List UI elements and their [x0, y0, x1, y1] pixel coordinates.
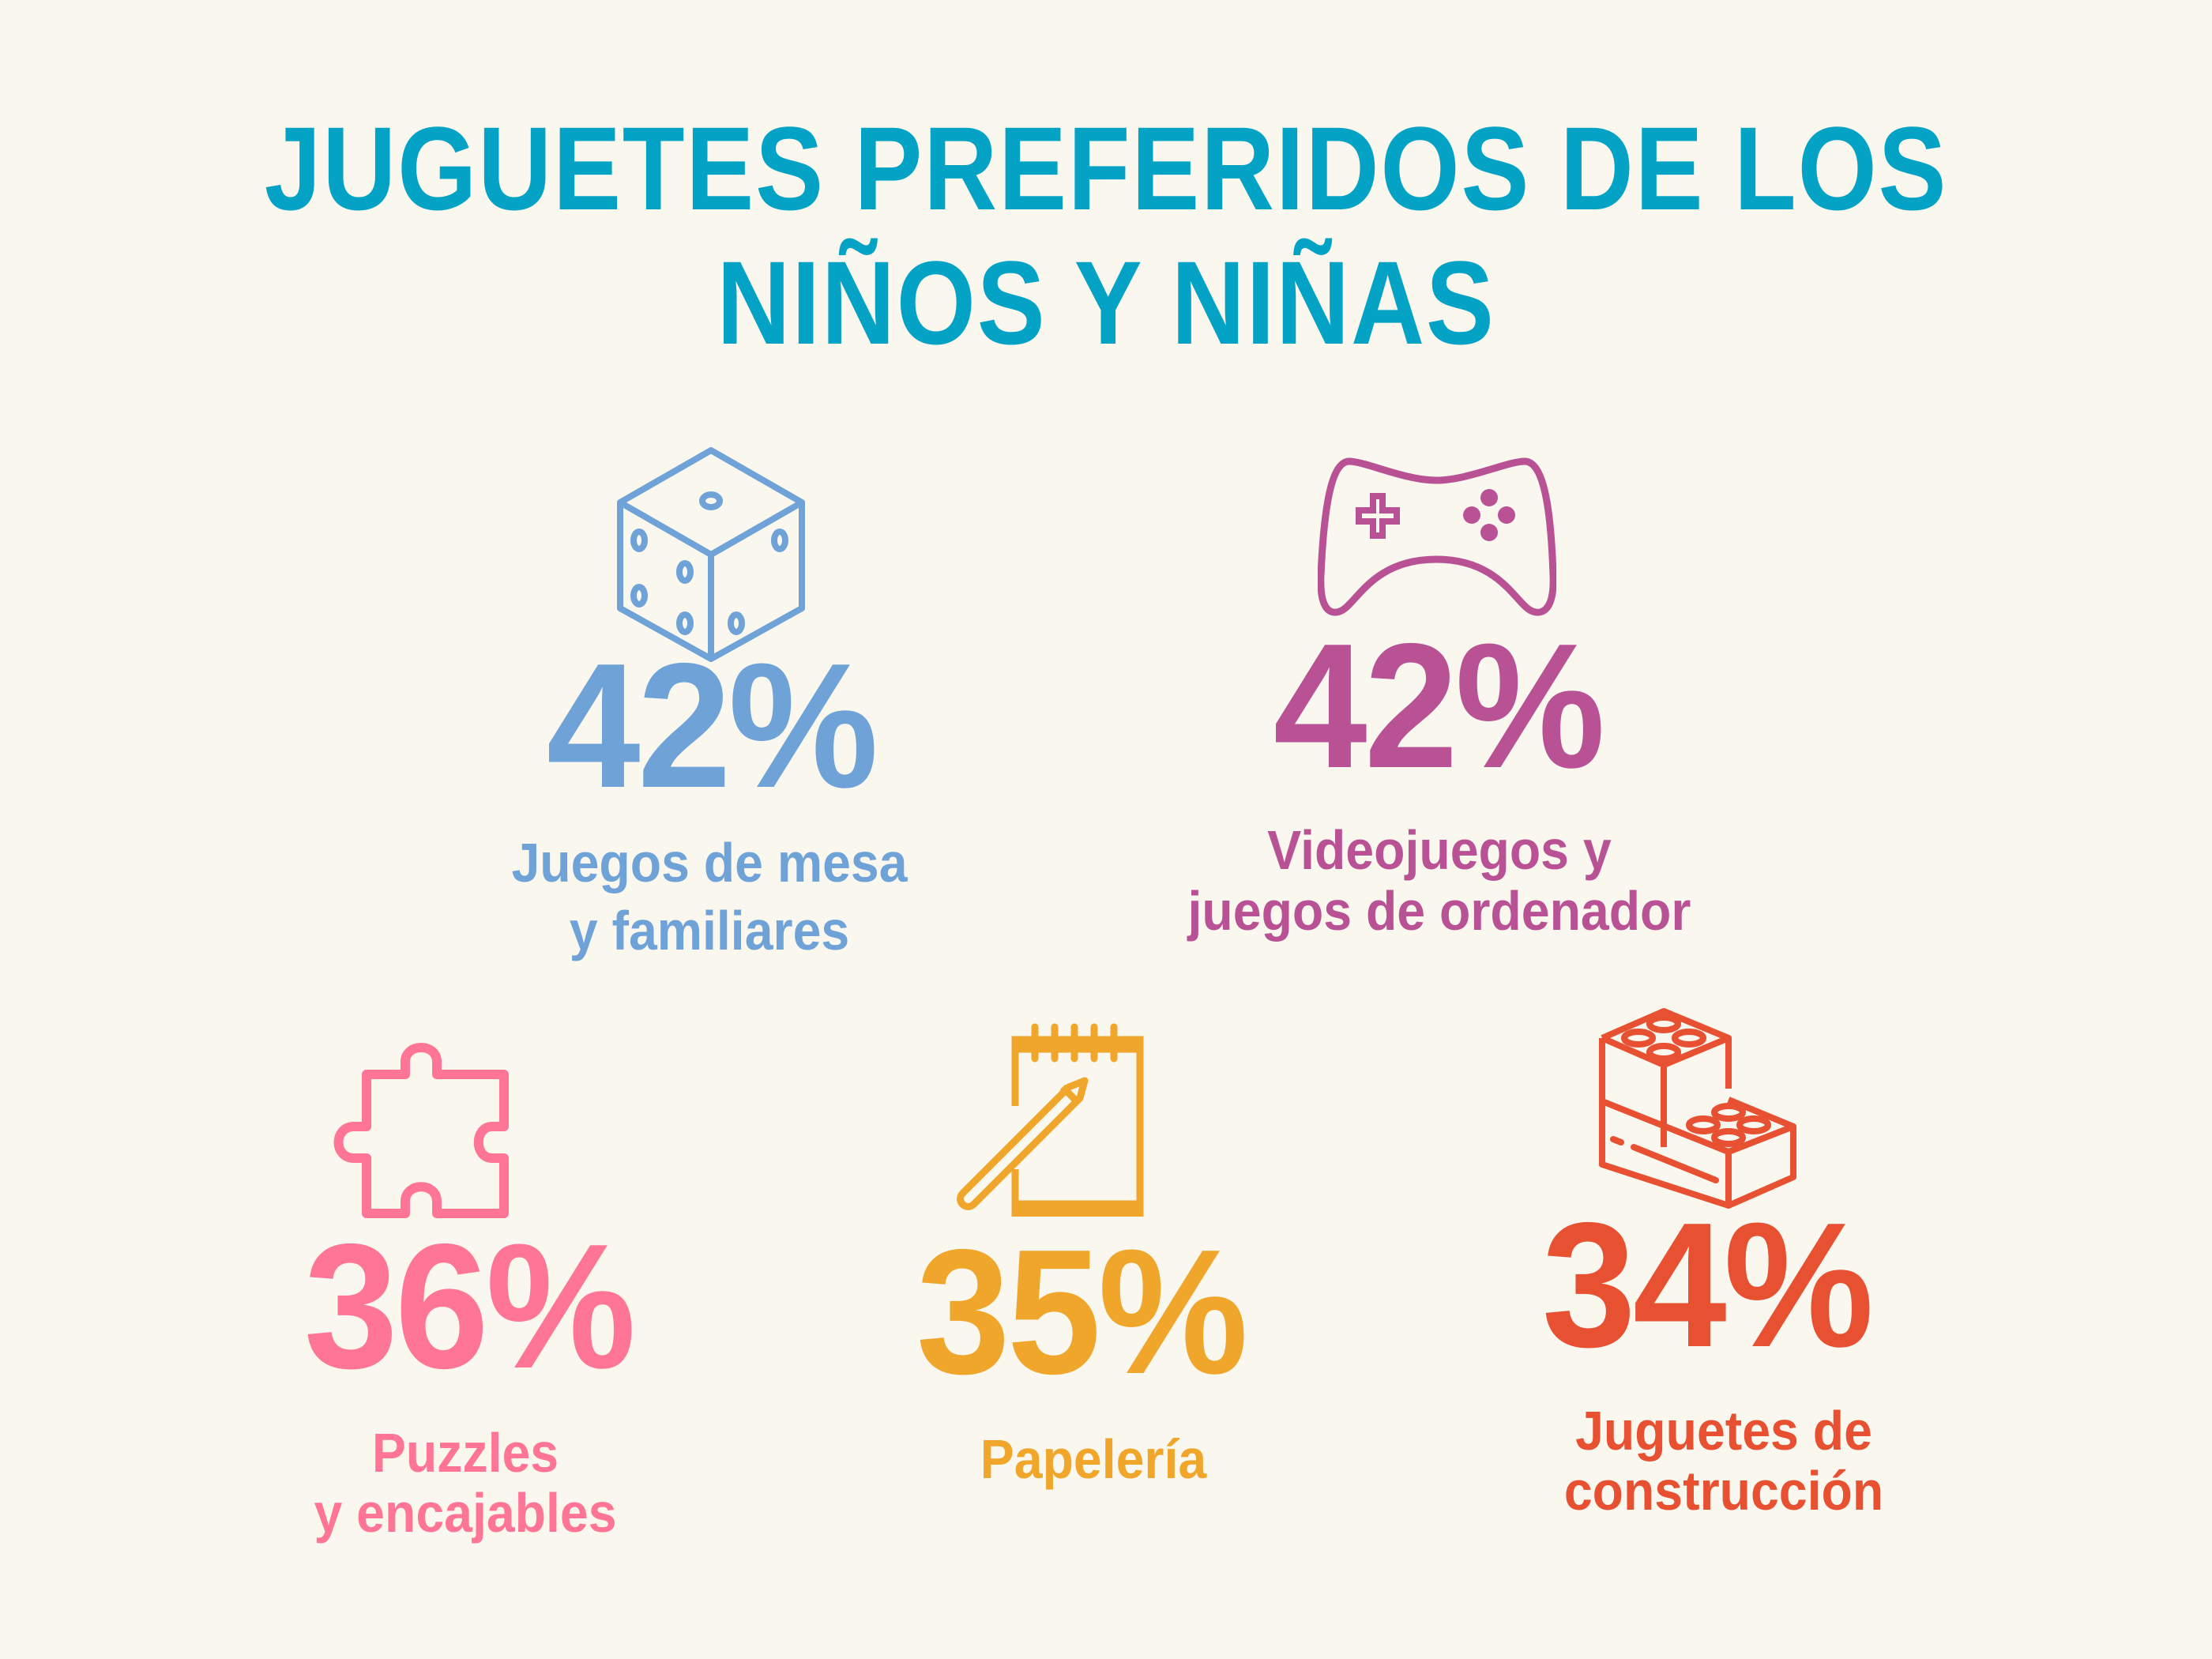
building-bricks-icon [1599, 1008, 1796, 1209]
percent-puzzles: 36% [303, 1206, 636, 1405]
dice-icon [617, 447, 805, 662]
label-construction-1: Juguetes de [1575, 1400, 1872, 1462]
label-puzzles-2: y encajables [314, 1482, 617, 1544]
label-board-games-2: y familiares [569, 900, 850, 961]
label-board-games-1: Juegos de mesa [511, 832, 908, 893]
title-line-2: NIÑOS Y NIÑAS [717, 236, 1495, 369]
percent-board-games: 42% [546, 626, 878, 825]
percent-construction: 34% [1541, 1185, 1874, 1384]
label-construction-2: construcción [1563, 1460, 1884, 1522]
percent-videogames: 42% [1273, 606, 1605, 805]
label-videogames-2: juegos de ordenador [1187, 880, 1691, 942]
game-controller-icon [1318, 457, 1556, 616]
notepad-pencil-icon [957, 1023, 1144, 1217]
percent-stationery: 35% [916, 1212, 1248, 1411]
label-stationery: Papelería [980, 1428, 1207, 1490]
label-puzzles-1: Puzzles [371, 1422, 559, 1484]
puzzle-piece-icon [333, 1043, 509, 1218]
label-videogames-1: Videojuegos y [1267, 819, 1612, 881]
title-line-1: JUGUETES PREFERIDOS DE LOS [264, 102, 1948, 235]
